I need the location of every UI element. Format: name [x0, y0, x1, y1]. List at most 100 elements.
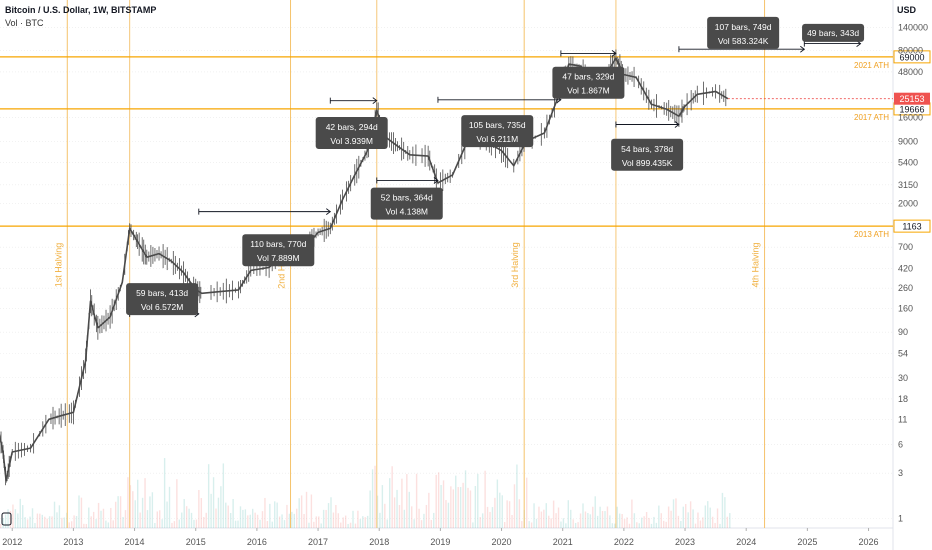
volume-bar — [340, 522, 342, 528]
volume-bar — [604, 511, 606, 528]
volume-bar — [354, 523, 357, 528]
y-tick-label: 54 — [898, 348, 908, 358]
volume-bar — [308, 522, 310, 528]
volume-bar — [342, 517, 344, 528]
range-tooltip-volume: Vol 6.572M — [141, 302, 184, 312]
volume-bar — [291, 511, 293, 528]
volume-bar — [692, 509, 694, 528]
volume-bar — [623, 519, 626, 528]
volume-bar — [570, 509, 572, 528]
range-tooltip-bars: 52 bars, 364d — [381, 193, 433, 203]
volume-bar — [53, 501, 56, 528]
x-tick-label: 2017 — [308, 537, 328, 547]
volume-bar — [469, 490, 472, 528]
volume-bar — [249, 514, 251, 528]
volume-bar — [599, 506, 601, 528]
price-layer: 25153 — [0, 49, 930, 486]
volume-bar — [83, 523, 85, 528]
volume-bar — [347, 523, 349, 528]
volume-bar — [677, 515, 680, 528]
volume-bar — [667, 506, 670, 528]
volume-bar — [596, 515, 599, 528]
range-arrow — [800, 45, 806, 53]
volume-bar — [687, 512, 689, 528]
ath-level-tag-text: 19666 — [899, 104, 924, 114]
volume-bar — [237, 520, 239, 528]
volume-bar — [22, 505, 24, 528]
y-tick-label: 700 — [898, 242, 913, 252]
volume-bar — [212, 477, 215, 528]
volume-bar — [44, 516, 46, 528]
volume-bar — [244, 509, 247, 528]
volume-bar — [658, 505, 660, 528]
volume-bar — [464, 470, 467, 528]
volume-bar — [286, 504, 288, 528]
volume-bar — [305, 491, 308, 528]
volume-bar — [675, 498, 677, 528]
volume-bar — [533, 503, 535, 528]
ath-level-tag — [893, 50, 931, 64]
volume-bar — [68, 522, 70, 528]
volume-bar — [711, 516, 714, 528]
volume-bar — [102, 508, 105, 528]
range-tooltip — [552, 66, 625, 99]
volume-bar — [335, 504, 337, 528]
x-axis: 2012 2013 2014 2015 2016 2017 2018 2019 2020 2021… — [1, 512, 879, 547]
volume-bar — [222, 463, 225, 528]
volume-bar — [645, 512, 648, 528]
volume-bar — [516, 464, 518, 528]
y-tick-label: 18 — [898, 394, 908, 404]
volume-bar — [56, 512, 58, 528]
volume-bar — [557, 507, 560, 528]
volume-bar — [398, 505, 401, 528]
ath-level-label: 2021 ATH — [854, 61, 889, 70]
volume-bar — [112, 520, 114, 528]
volume-bar — [584, 511, 587, 528]
y-tick-label: 260 — [898, 283, 913, 293]
volume-bar — [242, 509, 244, 528]
volume-bar — [582, 503, 584, 528]
volume-bar — [156, 511, 158, 528]
volume-bar — [325, 509, 327, 528]
volume-bar — [234, 520, 237, 528]
volume-bar — [296, 508, 298, 528]
volume-bar — [281, 514, 283, 528]
volume-bar — [631, 499, 633, 528]
volume-bar — [12, 504, 14, 528]
x-tick-label: 2023 — [675, 537, 695, 547]
volume-bar — [114, 501, 117, 528]
volume-bar — [499, 492, 501, 528]
volume-bar — [366, 515, 369, 528]
volume-bar — [467, 487, 469, 528]
volume-bar — [374, 465, 376, 528]
volume-bar — [572, 519, 574, 528]
volume-bar — [183, 499, 185, 528]
volume-bar — [327, 503, 330, 528]
volume-bar — [484, 470, 486, 528]
volume-bar — [75, 516, 78, 528]
volume-bar — [577, 522, 579, 528]
volume-bar — [24, 517, 26, 528]
volume-bar — [526, 477, 528, 528]
volume-bar — [29, 516, 31, 528]
volume-bar — [506, 500, 508, 528]
volume-bar — [562, 518, 565, 528]
volume-bar — [457, 487, 459, 528]
volume-bar — [455, 475, 457, 528]
volume-bar — [440, 485, 442, 528]
range-tooltip-bars: 105 bars, 735d — [469, 120, 526, 130]
volume-bar — [220, 486, 222, 528]
volume-bar — [276, 502, 278, 528]
volume-bar — [594, 496, 596, 528]
volume-bar — [709, 507, 711, 528]
volume-bar — [259, 519, 261, 528]
range-tooltip-volume: Vol 583.324K — [718, 36, 769, 46]
y-tick-label: 11 — [898, 414, 907, 424]
volume-bar — [161, 519, 163, 528]
volume-bar — [481, 513, 484, 528]
y-tick-label: 1 — [898, 514, 903, 524]
volume-bar — [300, 495, 303, 528]
x-tick-label: 2021 — [553, 537, 573, 547]
volume-bar — [601, 510, 604, 528]
